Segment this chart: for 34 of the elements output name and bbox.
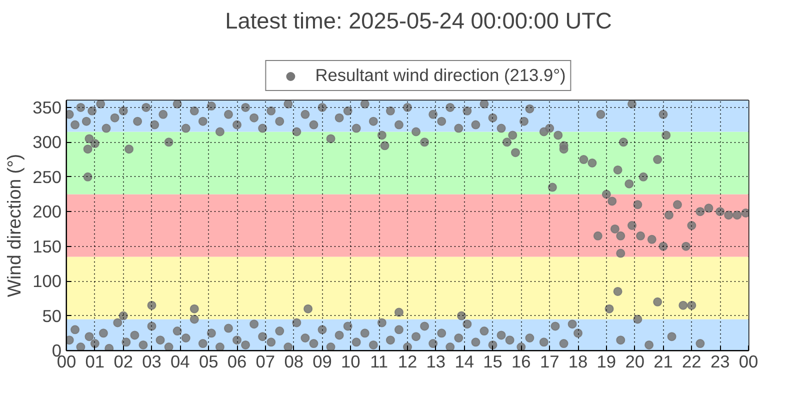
x-tick-label: 10: [341, 352, 360, 372]
x-tick-label: 11: [370, 352, 388, 372]
x-tick-label: 17: [540, 352, 560, 372]
x-tick-label: 00: [738, 352, 758, 372]
x-tick-label: 14: [454, 352, 474, 372]
x-tick-label: 07: [256, 352, 276, 372]
x-tick-label: 21: [654, 352, 673, 372]
y-tick-label: 100: [32, 271, 62, 292]
x-tick-label: 15: [483, 352, 502, 372]
x-tick-label: 22: [682, 352, 702, 372]
y-tick-label: 50: [42, 306, 62, 326]
y-tick-label: 150: [32, 236, 62, 256]
y-axis-title: Wind direction (°): [4, 154, 25, 298]
x-tick-label: 18: [568, 352, 588, 372]
x-tick-label: 16: [512, 352, 531, 372]
x-tick-label: 08: [284, 352, 304, 372]
y-tick-label: 350: [32, 97, 62, 118]
x-tick-label: 20: [625, 352, 644, 372]
y-tick-label: 250: [32, 166, 62, 187]
x-tick-label: 13: [426, 352, 446, 372]
chart-title: Latest time: 2025-05-24 00:00:00 UTC: [225, 8, 612, 34]
x-tick-label: 05: [198, 352, 218, 372]
x-tick-label: 01: [85, 352, 105, 372]
x-tick-label: 04: [170, 352, 190, 372]
x-tick-label: 23: [710, 352, 730, 372]
x-tick-label: 09: [312, 352, 332, 372]
x-tick-label: 02: [114, 352, 133, 372]
x-tick-label: 19: [596, 352, 616, 372]
x-tick-label: 03: [142, 352, 162, 372]
y-tick-label: 200: [32, 202, 62, 222]
x-tick-label: 12: [398, 352, 418, 372]
x-tick-label: 06: [227, 352, 247, 372]
legend-label: Resultant wind direction (213.9°): [315, 65, 566, 86]
y-tick-label: 300: [32, 132, 62, 152]
